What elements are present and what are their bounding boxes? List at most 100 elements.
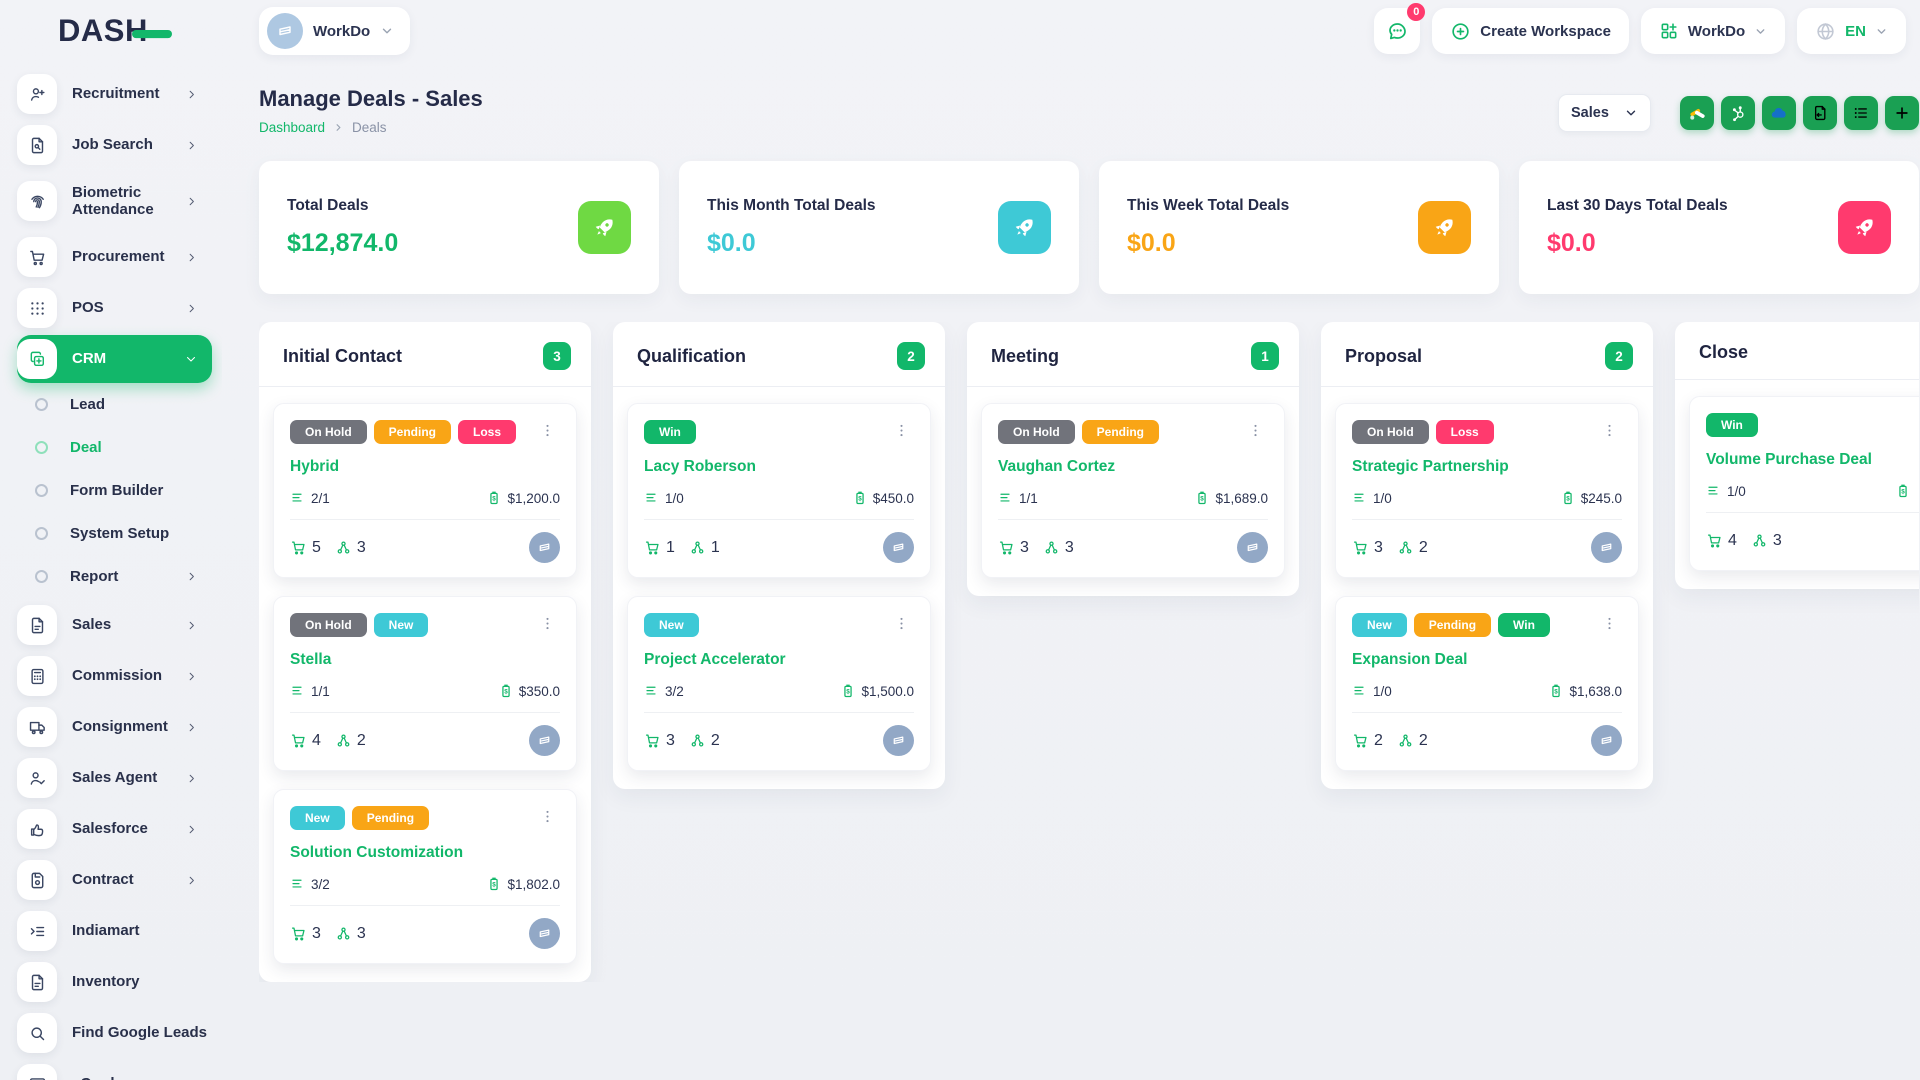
sidebar-item-job-search[interactable]: Job Search <box>17 121 212 169</box>
card-menu-button[interactable] <box>535 806 560 827</box>
stat-label: This Month Total Deals <box>707 197 876 214</box>
onedrive-button[interactable] <box>1762 96 1796 130</box>
hubspot-button[interactable] <box>1721 96 1755 130</box>
deal-card-volume-purchase-deal[interactable]: Win Volume Purchase Deal 1/0 $4 3 <box>1689 396 1919 571</box>
deal-card-vaughan-cortez[interactable]: On Hold Pending Vaughan Cortez 1/1 $ $1,689.0… <box>981 403 1285 578</box>
card-menu-button[interactable] <box>889 420 914 441</box>
avatar[interactable] <box>883 532 914 563</box>
chevron-down-icon <box>1626 110 1636 116</box>
sidebar-item-consignment[interactable]: Consignment <box>17 703 212 751</box>
sidebar-item-indiamart[interactable]: Indiamart <box>17 907 212 955</box>
deal-title-link[interactable]: Expansion Deal <box>1352 651 1468 668</box>
card-menu-button[interactable] <box>535 613 560 634</box>
sidebar-item-crm[interactable]: CRM <box>17 335 212 383</box>
card-menu-button[interactable] <box>1597 613 1622 634</box>
deal-title-link[interactable]: Strategic Partnership <box>1352 458 1509 475</box>
tasks-list-icon <box>290 876 306 892</box>
kanban-column-body: Win Lacy Roberson 1/0 $ $450.0 1 1 New Project A… <box>613 387 945 789</box>
deal-title-link[interactable]: Hybrid <box>290 458 340 475</box>
sidebar-item-biometric-attendance[interactable]: Biometric Attendance <box>17 172 212 230</box>
pipeline-select-value: Sales <box>1571 105 1609 121</box>
sidebar-item-salesforce[interactable]: Salesforce <box>17 805 212 853</box>
deal-card-stella[interactable]: On Hold New Stella 1/1 $ $350.0 4 2 <box>273 596 577 771</box>
deal-title-link[interactable]: Lacy Roberson <box>644 458 756 475</box>
messages-button[interactable]: 0 <box>1374 3 1426 54</box>
workspace-switcher[interactable]: WorkDo <box>259 7 411 55</box>
google-adwords-button[interactable] <box>1680 96 1714 130</box>
deal-title-link[interactable]: Solution Customization <box>290 844 464 861</box>
deal-card-expansion-deal[interactable]: New Pending Win Expansion Deal 1/0 $ $1,638.0 2… <box>1335 596 1639 771</box>
deal-card-solution-customization[interactable]: New Pending Solution Customization 3/2 $ $1,8… <box>273 789 577 964</box>
sidebar-subitem-report[interactable]: Report <box>17 558 212 594</box>
consignment-icon <box>17 707 57 747</box>
sidebar-item-find-google-leads[interactable]: Find Google Leads <box>17 1009 212 1057</box>
card-menu-button[interactable] <box>535 420 560 441</box>
breadcrumb-dashboard-link[interactable]: Dashboard <box>259 120 326 135</box>
users-count-value: 2 <box>1418 538 1428 556</box>
bullet-icon <box>35 483 48 497</box>
sidebar-item-commission[interactable]: Commission <box>17 652 212 700</box>
deal-card-project-accelerator[interactable]: New Project Accelerator 3/2 $ $1,500.0 3 2 <box>627 596 931 771</box>
sidebar-item-sales-agent[interactable]: Sales Agent <box>17 754 212 802</box>
contract-icon <box>17 860 57 900</box>
users-share-icon <box>1751 532 1768 549</box>
status-badge-win: Win <box>1498 613 1550 637</box>
sidebar-item-vcard[interactable]: vCard <box>17 1060 212 1080</box>
amount-value: $1,802.0 <box>507 876 560 892</box>
deal-title-link[interactable]: Project Accelerator <box>644 651 786 668</box>
sidebar-item-procurement[interactable]: Procurement <box>17 233 212 281</box>
status-badge-win: Win <box>644 420 696 444</box>
deal-title-link[interactable]: Vaughan Cortez <box>998 458 1116 475</box>
sidebar-item-pos[interactable]: POS <box>17 284 212 332</box>
users-count: 3 <box>1043 539 1074 557</box>
language-selector[interactable]: EN <box>1797 8 1906 54</box>
create-workspace-button[interactable]: Create Workspace <box>1432 8 1629 54</box>
deal-card-strategic-partnership[interactable]: On Hold Loss Strategic Partnership 1/0 $ $245… <box>1335 403 1639 578</box>
sidebar-item-label: Inventory <box>72 973 140 991</box>
amount-value: $1,500.0 <box>861 683 914 699</box>
sidebar-subitem-deal[interactable]: Deal <box>17 429 212 465</box>
sidebar-item-label: CRM <box>72 350 107 368</box>
sidebar-item-inventory[interactable]: Inventory <box>17 958 212 1006</box>
stat-value: $0.0 <box>1547 229 1596 257</box>
sidebar-item-sales[interactable]: Sales <box>17 601 212 649</box>
card-menu-button[interactable] <box>1243 420 1268 441</box>
cart-icon <box>998 539 1015 556</box>
sidebar-subitem-form-builder[interactable]: Form Builder <box>17 472 212 508</box>
products-count-value: 5 <box>312 538 321 556</box>
brand-logo[interactable]: DASH <box>0 13 222 49</box>
add-button[interactable] <box>1885 96 1919 130</box>
import-doc-button[interactable] <box>1803 96 1837 130</box>
svg-text:$: $ <box>504 688 508 695</box>
avatar[interactable] <box>529 918 560 949</box>
sidebar-subitem-system-setup[interactable]: System Setup <box>17 515 212 551</box>
avatar[interactable] <box>1591 532 1622 563</box>
sidebar-item-recruitment[interactable]: Recruitment <box>17 70 212 118</box>
pipeline-select[interactable]: Sales <box>1558 94 1651 132</box>
deal-tasks: 1/0 <box>1352 490 1392 506</box>
workdo-menu-button[interactable]: WorkDo <box>1640 8 1786 54</box>
deal-title-link[interactable]: Volume Purchase Deal <box>1706 451 1872 468</box>
tasks-count: 1/0 <box>1373 490 1392 506</box>
avatar[interactable] <box>529 725 560 756</box>
tasks-list-icon <box>290 683 306 699</box>
cart-icon <box>644 539 661 556</box>
avatar[interactable] <box>1591 725 1622 756</box>
list-view-button[interactable] <box>1844 96 1878 130</box>
users-count-value: 2 <box>1418 731 1428 749</box>
kanban-column-close: Close Win Volume Purchase Deal 1/0 $4 3 <box>1675 322 1919 589</box>
language-code: EN <box>1845 22 1866 40</box>
deal-badges: New Pending Win <box>1352 613 1622 637</box>
deal-badges: On Hold New <box>290 613 560 637</box>
card-menu-button[interactable] <box>1597 420 1622 441</box>
deal-title-link[interactable]: Stella <box>290 651 332 668</box>
sidebar-item-contract[interactable]: Contract <box>17 856 212 904</box>
users-count: 2 <box>1397 539 1428 557</box>
avatar[interactable] <box>883 725 914 756</box>
deal-card-hybrid[interactable]: On Hold Pending Loss Hybrid 2/1 $ $1,200.0 5 3 <box>273 403 577 578</box>
deal-card-lacy-roberson[interactable]: Win Lacy Roberson 1/0 $ $450.0 1 1 <box>627 403 931 578</box>
card-menu-button[interactable] <box>889 613 914 634</box>
sidebar-subitem-lead[interactable]: Lead <box>17 386 212 422</box>
avatar[interactable] <box>529 532 560 563</box>
avatar[interactable] <box>1237 532 1268 563</box>
